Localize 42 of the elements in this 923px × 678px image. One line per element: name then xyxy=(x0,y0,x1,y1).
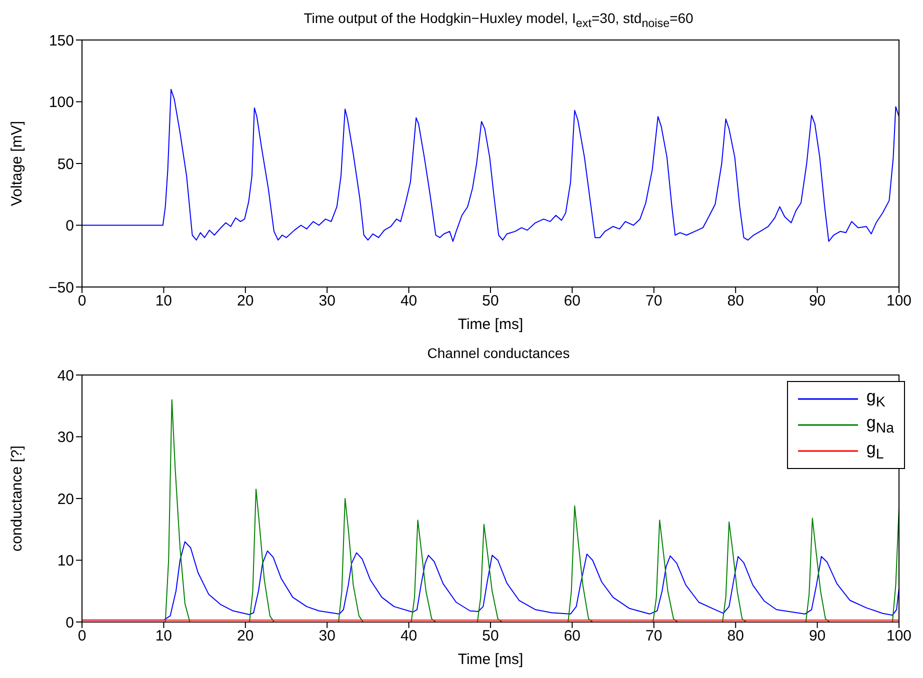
line-series xyxy=(82,88,899,242)
x-tick-label: 90 xyxy=(808,292,826,310)
y-tick-label: 10 xyxy=(57,552,74,570)
y-tick-label: 150 xyxy=(48,32,74,50)
x-tick-label: 90 xyxy=(808,628,826,645)
x-tick-label: 30 xyxy=(318,628,336,645)
y-tick-label: 20 xyxy=(57,490,74,508)
x-tick-label: 10 xyxy=(155,292,172,310)
y-tick-label: 50 xyxy=(57,156,74,173)
x-tick-label: 70 xyxy=(646,628,662,645)
x-tick-label: 70 xyxy=(646,292,662,310)
y-tick-label: 40 xyxy=(57,367,74,384)
chart-title: Time output of the Hodgkin−Huxley model, I$_{ext}$=30, std$_{noise}$=60 xyxy=(304,10,694,30)
chart-title: Channel conductances xyxy=(427,345,570,361)
y-axis-title: conductance [?] xyxy=(8,446,26,552)
y-axis-title: Voltage [mV] xyxy=(8,120,26,206)
y-tick-label: 100 xyxy=(48,94,74,112)
x-tick-label: 100 xyxy=(886,292,912,310)
y-tick-label: 30 xyxy=(57,429,74,446)
legend-label: g$_{Na}$ xyxy=(866,413,894,437)
x-tick-label: 80 xyxy=(727,292,744,310)
x-tick-label: 10 xyxy=(155,628,172,645)
x-tick-label: 30 xyxy=(318,292,336,310)
y-tick-label: −50 xyxy=(48,279,74,296)
x-tick-label: 0 xyxy=(78,628,86,645)
x-tick-label: 100 xyxy=(886,628,912,645)
x-tick-label: 40 xyxy=(400,292,418,310)
x-tick-label: 60 xyxy=(564,292,581,310)
x-tick-label: 50 xyxy=(482,628,499,645)
legend-label: g$_{K}$ xyxy=(866,387,886,411)
x-tick-label: 40 xyxy=(400,628,418,645)
x-tick-label: 0 xyxy=(78,292,86,310)
y-tick-label: 0 xyxy=(66,218,74,235)
x-tick-label: 80 xyxy=(727,628,744,645)
x-tick-label: 60 xyxy=(564,628,581,645)
legend-label: g$_{L}$ xyxy=(866,439,884,463)
x-tick-label: 50 xyxy=(482,292,499,310)
x-tick-label: 20 xyxy=(237,292,254,310)
x-axis-title: Time [ms] xyxy=(458,651,524,668)
x-tick-label: 20 xyxy=(237,628,254,645)
x-axis-title: Time [ms] xyxy=(458,316,524,333)
y-tick-label: 0 xyxy=(66,614,74,632)
